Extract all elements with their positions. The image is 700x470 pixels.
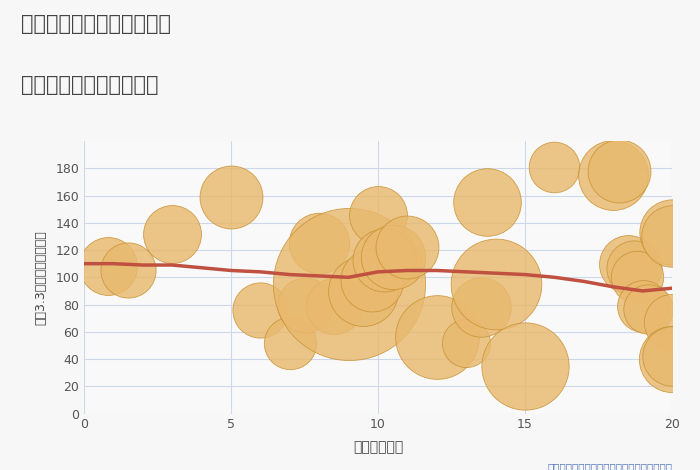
- Point: [255, 306, 266, 314]
- Text: 大阪府高槻市成合北の町の: 大阪府高槻市成合北の町の: [21, 14, 171, 34]
- Point: [328, 302, 339, 310]
- Point: [372, 211, 384, 219]
- Point: [666, 228, 678, 236]
- Point: [490, 280, 501, 288]
- Point: [631, 274, 643, 281]
- Point: [378, 256, 389, 263]
- Point: [666, 233, 678, 240]
- Point: [637, 302, 648, 310]
- Point: [402, 243, 413, 251]
- Point: [549, 163, 560, 171]
- Point: [643, 305, 654, 313]
- Point: [475, 304, 486, 311]
- Point: [122, 266, 134, 274]
- Point: [387, 253, 398, 260]
- X-axis label: 駅距離（分）: 駅距離（分）: [353, 440, 403, 454]
- Point: [622, 260, 634, 267]
- Point: [102, 263, 113, 270]
- Point: [613, 167, 624, 175]
- Point: [519, 362, 531, 369]
- Point: [225, 193, 237, 201]
- Point: [666, 352, 678, 360]
- Point: [358, 287, 369, 295]
- Point: [431, 334, 442, 341]
- Point: [461, 339, 472, 346]
- Point: [314, 239, 325, 247]
- Y-axis label: 坪（3.3㎡）単価（万円）: 坪（3.3㎡）単価（万円）: [34, 230, 47, 325]
- Point: [628, 264, 639, 272]
- Point: [666, 355, 678, 363]
- Point: [284, 339, 295, 346]
- Text: 駅距離別中古戸建て価格: 駅距離別中古戸建て価格: [21, 75, 158, 95]
- Point: [608, 171, 619, 179]
- Point: [481, 198, 492, 206]
- Text: 円の大きさは、取引のあった物件面積を示す: 円の大きさは、取引のあった物件面積を示す: [547, 462, 672, 470]
- Point: [343, 280, 354, 288]
- Point: [167, 230, 178, 237]
- Point: [666, 319, 678, 326]
- Point: [367, 276, 378, 284]
- Point: [299, 301, 310, 308]
